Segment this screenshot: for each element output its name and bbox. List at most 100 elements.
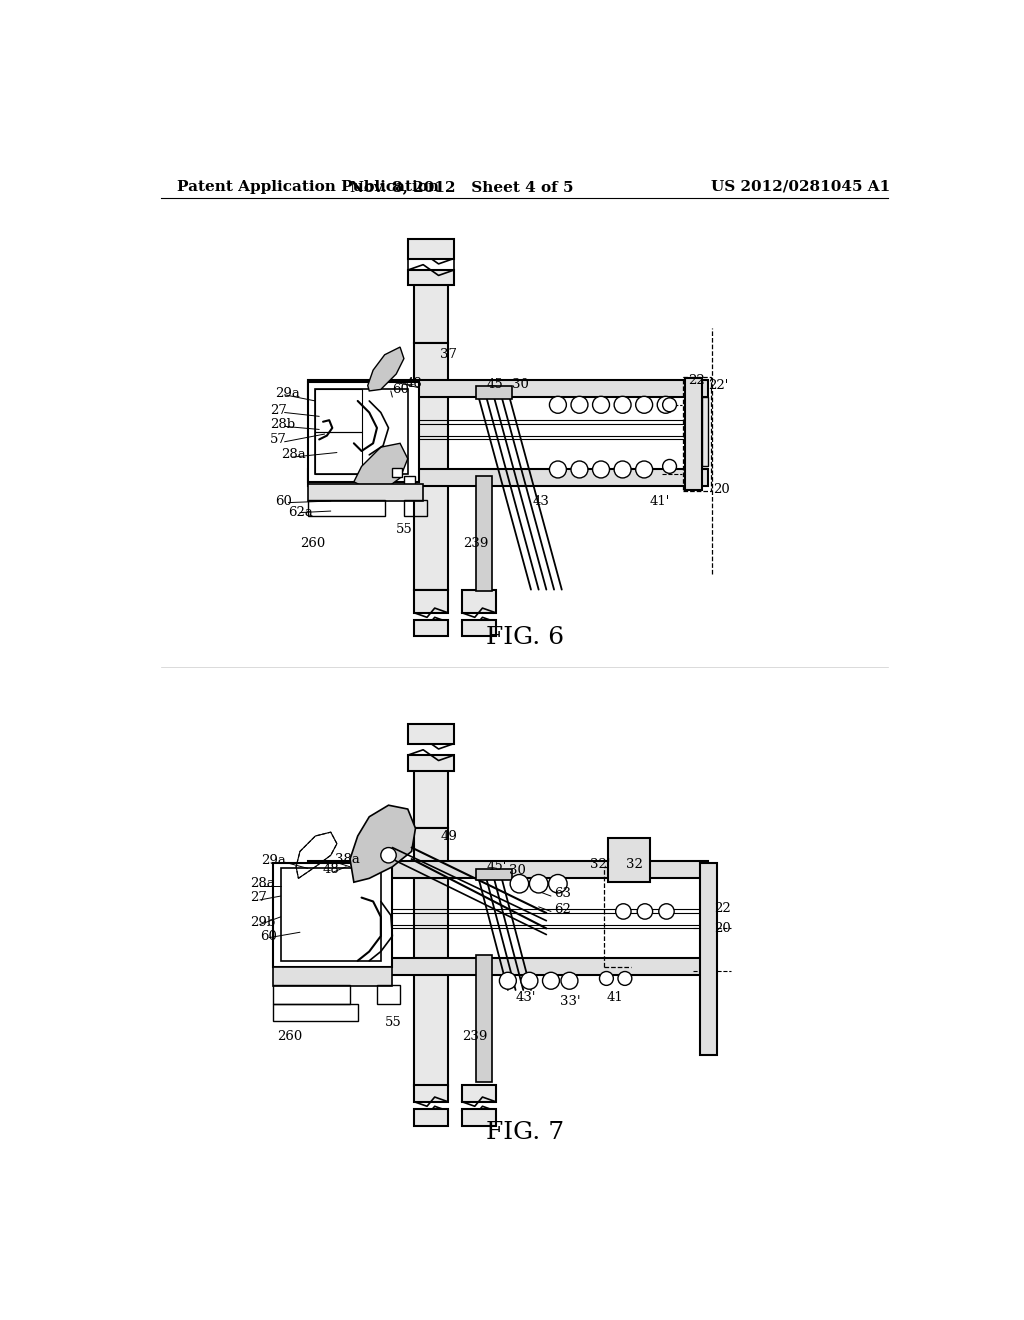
Text: US 2012/0281045 A1: US 2012/0281045 A1 bbox=[711, 180, 890, 194]
Text: Patent Application Publication: Patent Application Publication bbox=[177, 180, 438, 194]
Text: 43: 43 bbox=[532, 495, 549, 508]
Text: 20: 20 bbox=[713, 483, 729, 496]
Bar bbox=[408, 239, 454, 259]
Text: 62: 62 bbox=[554, 903, 571, 916]
Bar bbox=[307, 381, 419, 482]
Text: 32': 32' bbox=[590, 858, 610, 871]
Bar bbox=[685, 378, 701, 490]
Text: 239: 239 bbox=[463, 537, 488, 550]
Text: 29a: 29a bbox=[261, 854, 287, 867]
Circle shape bbox=[529, 875, 548, 894]
Bar bbox=[392, 469, 401, 478]
Polygon shape bbox=[368, 347, 403, 391]
Circle shape bbox=[550, 461, 566, 478]
Text: 22: 22 bbox=[714, 902, 731, 915]
Circle shape bbox=[658, 904, 674, 919]
Bar bbox=[683, 378, 711, 491]
Text: 20: 20 bbox=[714, 921, 731, 935]
Bar bbox=[462, 1085, 496, 1102]
Bar bbox=[462, 590, 496, 612]
Text: 49: 49 bbox=[440, 829, 457, 842]
Circle shape bbox=[663, 459, 677, 474]
Bar bbox=[315, 389, 361, 432]
Circle shape bbox=[615, 904, 631, 919]
Bar bbox=[462, 1109, 496, 1126]
Circle shape bbox=[561, 973, 578, 989]
Bar bbox=[307, 862, 708, 878]
Circle shape bbox=[657, 396, 674, 413]
Bar bbox=[408, 725, 454, 743]
Text: 55: 55 bbox=[396, 523, 413, 536]
Text: 48: 48 bbox=[406, 376, 422, 389]
Text: 48: 48 bbox=[323, 863, 339, 876]
Text: 30: 30 bbox=[512, 378, 529, 391]
Bar bbox=[273, 863, 392, 966]
Bar bbox=[475, 869, 512, 880]
Circle shape bbox=[500, 973, 516, 989]
Bar bbox=[414, 343, 447, 590]
Bar bbox=[307, 499, 385, 516]
Bar bbox=[403, 475, 416, 487]
Circle shape bbox=[614, 461, 631, 478]
Circle shape bbox=[571, 461, 588, 478]
Bar bbox=[701, 397, 708, 466]
Circle shape bbox=[614, 396, 631, 413]
Text: 239: 239 bbox=[462, 1030, 487, 1043]
Bar bbox=[414, 590, 447, 612]
Text: 22': 22' bbox=[708, 379, 728, 392]
Bar bbox=[475, 475, 493, 591]
Text: 29b: 29b bbox=[250, 916, 275, 929]
Bar bbox=[273, 966, 392, 986]
Bar bbox=[608, 838, 650, 882]
Text: 37: 37 bbox=[440, 348, 457, 362]
Text: 43': 43' bbox=[515, 991, 536, 1005]
Circle shape bbox=[663, 397, 677, 412]
Bar bbox=[403, 499, 427, 516]
Bar bbox=[414, 829, 447, 1086]
Text: 260: 260 bbox=[300, 537, 326, 550]
Text: 45: 45 bbox=[486, 378, 503, 391]
Text: 60: 60 bbox=[275, 495, 292, 508]
Text: 27: 27 bbox=[250, 891, 267, 904]
Circle shape bbox=[636, 396, 652, 413]
Bar bbox=[414, 767, 447, 829]
Text: FIG. 7: FIG. 7 bbox=[485, 1121, 564, 1144]
Bar bbox=[414, 1109, 447, 1126]
Text: 38a: 38a bbox=[335, 853, 359, 866]
Circle shape bbox=[550, 396, 566, 413]
Text: 62a: 62a bbox=[289, 506, 313, 519]
Circle shape bbox=[521, 973, 538, 989]
Circle shape bbox=[593, 461, 609, 478]
Text: 27: 27 bbox=[270, 404, 287, 417]
Polygon shape bbox=[350, 805, 416, 882]
Text: 28a: 28a bbox=[250, 878, 274, 890]
Bar bbox=[273, 985, 350, 1003]
Bar bbox=[408, 755, 454, 771]
Text: 32: 32 bbox=[627, 858, 643, 871]
Bar bbox=[307, 380, 708, 397]
Circle shape bbox=[381, 847, 396, 863]
Bar bbox=[475, 956, 493, 1082]
Text: 30: 30 bbox=[509, 865, 526, 878]
Circle shape bbox=[617, 972, 632, 985]
Text: 55: 55 bbox=[385, 1016, 401, 1028]
Text: 260: 260 bbox=[276, 1030, 302, 1043]
Text: 41: 41 bbox=[606, 991, 624, 1005]
Text: 29a: 29a bbox=[275, 387, 300, 400]
Circle shape bbox=[593, 396, 609, 413]
Text: FIG. 6: FIG. 6 bbox=[485, 626, 564, 649]
Circle shape bbox=[637, 904, 652, 919]
Bar bbox=[315, 432, 361, 474]
Bar bbox=[307, 469, 708, 486]
Circle shape bbox=[510, 875, 528, 894]
Bar bbox=[408, 271, 454, 285]
Text: 41': 41' bbox=[649, 495, 670, 508]
Text: 45': 45' bbox=[486, 861, 507, 874]
Bar bbox=[475, 387, 512, 399]
Bar bbox=[414, 1085, 447, 1102]
Bar bbox=[414, 281, 447, 343]
Bar bbox=[462, 620, 496, 636]
Circle shape bbox=[571, 396, 588, 413]
Text: 60: 60 bbox=[392, 383, 410, 396]
Bar bbox=[307, 958, 708, 974]
